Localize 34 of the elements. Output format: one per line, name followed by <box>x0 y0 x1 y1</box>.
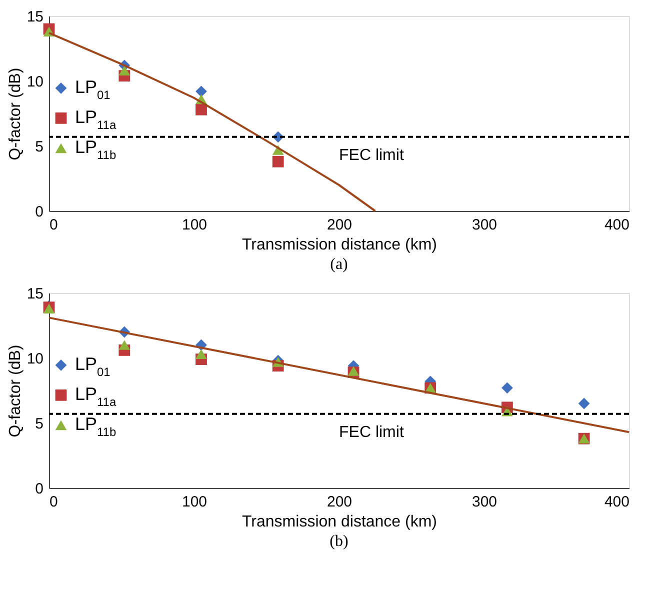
y-tick-label: 5 <box>35 416 44 432</box>
y-axis-title: Q-factor (dB) <box>6 68 24 160</box>
point <box>118 66 130 76</box>
x-tick-label: 400 <box>604 216 630 234</box>
point <box>196 86 207 98</box>
point <box>272 156 284 168</box>
x-tick-label: 0 <box>50 216 58 234</box>
x-tick-label: 300 <box>472 494 498 510</box>
point <box>502 382 513 394</box>
y-tick-label: 15 <box>26 8 44 26</box>
x-axis-title: Transmission distance (km) <box>242 236 438 254</box>
y-axis-title: Q-factor (dB) <box>6 344 24 438</box>
point <box>196 104 207 116</box>
y-tick-label: 0 <box>35 480 44 498</box>
ref-line-label: FEC limit <box>339 146 404 164</box>
x-tick-label: 200 <box>326 494 352 510</box>
text: (a) <box>330 256 348 273</box>
ref-line-label: FEC limit <box>339 424 404 441</box>
point <box>118 340 130 350</box>
x-tick-label: 200 <box>326 216 352 234</box>
point <box>578 398 590 410</box>
x-tick-label: 400 <box>604 494 630 510</box>
y-tick-label: 10 <box>26 74 44 90</box>
y-tick-label: 5 <box>35 138 44 156</box>
text: (b) <box>330 533 348 550</box>
y-tick-label: 15 <box>26 286 44 302</box>
point <box>196 349 207 360</box>
x-tick-label: 100 <box>182 494 208 510</box>
x-axis-title: Transmission distance (km) <box>242 514 438 530</box>
x-tick-label: 100 <box>182 216 208 234</box>
y-tick-label: 0 <box>35 204 44 220</box>
y-tick-label: 10 <box>26 350 44 368</box>
x-tick-label: 300 <box>472 216 498 234</box>
x-tick-label: 0 <box>50 494 58 510</box>
